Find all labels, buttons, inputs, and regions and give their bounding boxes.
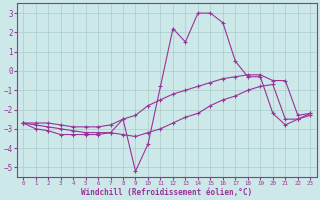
X-axis label: Windchill (Refroidissement éolien,°C): Windchill (Refroidissement éolien,°C) [81,188,252,197]
